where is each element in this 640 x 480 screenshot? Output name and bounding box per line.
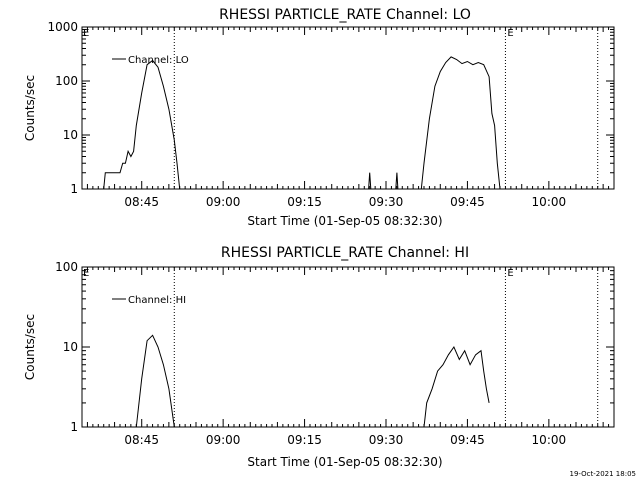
lo-channel-plot: RHESSI PARTICLE_RATE Channel: LO Counts/… bbox=[23, 7, 615, 228]
x-tick-label: 09:30 bbox=[369, 433, 404, 447]
plot-frame bbox=[81, 26, 615, 190]
y-tick-label: 1 bbox=[70, 182, 78, 196]
event-markers: EE bbox=[83, 27, 599, 189]
x-tick-label: 09:45 bbox=[450, 433, 485, 447]
x-tick-label: 09:30 bbox=[369, 195, 404, 209]
x-axis-label: Start Time (01-Sep-05 08:32:30) bbox=[247, 455, 442, 469]
series-line bbox=[135, 334, 490, 428]
y-tick-label: 1000 bbox=[47, 20, 78, 34]
x-tick-label: 09:00 bbox=[206, 195, 241, 209]
event-markers: EE bbox=[83, 267, 599, 427]
legend-label: Channel: LO bbox=[128, 55, 189, 66]
axis-ticks: 1 10 100 1000 08:45 09:00 09:15 09:30 09:45 10:00 bbox=[47, 20, 615, 209]
axis-ticks: 1 10 100 08:45 09:00 09:15 09:30 09:45 10:00 bbox=[55, 260, 615, 447]
y-tick-label: 10 bbox=[63, 340, 78, 354]
chart-title: RHESSI PARTICLE_RATE Channel: HI bbox=[221, 245, 469, 261]
y-tick-label: 100 bbox=[55, 260, 78, 274]
x-tick-label: 09:00 bbox=[206, 433, 241, 447]
x-axis-label: Start Time (01-Sep-05 08:32:30) bbox=[247, 214, 442, 228]
series-lines bbox=[135, 334, 490, 428]
hi-channel-plot: RHESSI PARTICLE_RATE Channel: HI Counts/… bbox=[23, 245, 615, 469]
frame-edge-mark: E bbox=[83, 28, 89, 39]
render-timestamp: 19-Oct-2021 18:05 bbox=[569, 470, 636, 478]
y-axis-label: Counts/sec bbox=[23, 75, 37, 141]
x-tick-label: 09:15 bbox=[287, 195, 322, 209]
x-tick-label: 10:00 bbox=[532, 195, 567, 209]
frame-edge-mark: E bbox=[83, 268, 89, 279]
series-line bbox=[103, 56, 501, 190]
chart-title: RHESSI PARTICLE_RATE Channel: LO bbox=[219, 7, 471, 23]
event-marker-label: E bbox=[507, 28, 513, 39]
series-lines bbox=[103, 56, 501, 190]
x-tick-label: 08:45 bbox=[124, 195, 159, 209]
y-tick-label: 100 bbox=[55, 74, 78, 88]
x-tick-label: 10:00 bbox=[532, 433, 567, 447]
plot-frame bbox=[81, 266, 615, 428]
legend-label: Channel: HI bbox=[128, 295, 186, 306]
x-tick-label: 09:15 bbox=[287, 433, 322, 447]
y-tick-label: 10 bbox=[63, 128, 78, 142]
legend: Channel: HI bbox=[112, 295, 186, 306]
x-tick-label: 09:45 bbox=[450, 195, 485, 209]
x-tick-label: 08:45 bbox=[124, 433, 159, 447]
event-marker-label: E bbox=[507, 268, 513, 279]
y-tick-label: 1 bbox=[70, 420, 78, 434]
legend: Channel: LO bbox=[112, 55, 189, 66]
y-axis-label: Counts/sec bbox=[23, 314, 37, 380]
